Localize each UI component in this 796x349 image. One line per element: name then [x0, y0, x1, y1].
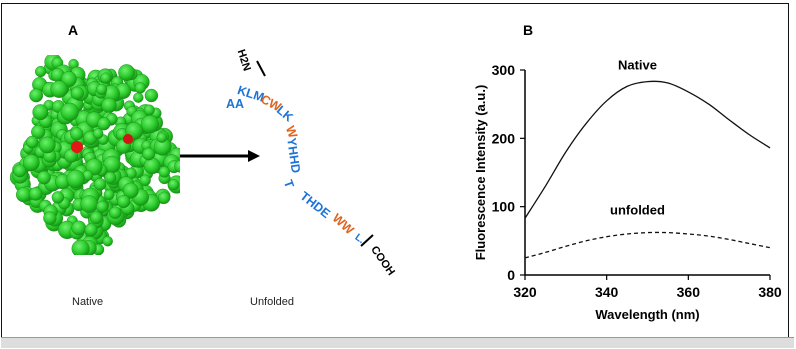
- bottom-divider: [1, 337, 794, 348]
- x-tick-label: 320: [513, 284, 537, 300]
- protein-atom: [92, 128, 104, 139]
- protein-atom: [37, 170, 51, 185]
- protein-atom: [32, 104, 49, 121]
- protein-atom: [100, 72, 112, 84]
- protein-atom: [144, 88, 159, 103]
- protein-atom: [13, 164, 27, 178]
- protein-atom: [71, 220, 87, 236]
- y-tick-label: 300: [492, 62, 516, 78]
- protein-atom: [15, 187, 32, 203]
- unfolding-arrow: [180, 150, 260, 162]
- native-caption: Native: [72, 296, 104, 308]
- y-tick-label: 200: [492, 130, 516, 146]
- protein-atom: [142, 147, 156, 161]
- series-line-unfolded: [524, 231, 771, 259]
- n-terminus-bond: [256, 60, 266, 77]
- x-axis-title: Wavelength (nm): [595, 307, 699, 322]
- protein-atom: [95, 83, 108, 96]
- protein-atom: [156, 132, 168, 143]
- native-protein-structure: [10, 55, 180, 255]
- y-axis-title: Fluorescence Intensity (a.u.): [473, 85, 488, 261]
- protein-atom: [140, 115, 159, 134]
- sequence-aa: AA: [226, 97, 245, 111]
- y-tick-label: 100: [492, 199, 516, 215]
- protein-atom: [97, 117, 111, 131]
- protein-atom: [116, 194, 131, 209]
- protein-atom: [134, 82, 146, 94]
- protein-atom: [28, 187, 43, 201]
- protein-atom: [174, 159, 180, 173]
- protein-atom: [38, 136, 56, 154]
- protein-atom: [71, 239, 90, 255]
- series-label-native: Native: [618, 58, 657, 73]
- c-terminus-bond: [360, 234, 374, 247]
- protein-atom: [84, 223, 98, 237]
- protein-atom: [29, 88, 44, 103]
- protein-atom: [143, 157, 161, 175]
- protein-atom: [43, 211, 57, 225]
- protein-atom: [157, 191, 171, 205]
- protein-atom: [167, 178, 180, 191]
- protein-atom: [101, 97, 117, 113]
- fluorescence-chart: 0 100 200 300 320 340 360 380 Wavelength (nm) Flu…: [473, 58, 782, 322]
- protein-atom: [60, 102, 79, 121]
- series-label-unfolded: unfolded: [610, 203, 665, 218]
- protein-atom: [103, 189, 115, 201]
- y-tick-label: 0: [507, 267, 515, 283]
- protein-atom: [70, 127, 84, 141]
- protein-atom: [31, 124, 46, 140]
- protein-atom: [93, 178, 107, 191]
- protein-atom: [96, 200, 109, 213]
- protein-atom: [143, 104, 155, 116]
- protein-atom: [104, 171, 117, 184]
- tryptophan-residue-1: [71, 141, 83, 153]
- protein-atom: [122, 182, 139, 199]
- panel-b-label: B: [523, 22, 534, 38]
- panel-a-label: A: [68, 22, 79, 38]
- protein-atom: [102, 235, 113, 247]
- protein-atom: [66, 169, 85, 189]
- protein-atom: [108, 206, 122, 220]
- protein-atom: [51, 191, 65, 204]
- x-tick-label: 380: [758, 284, 782, 300]
- tryptophan-residue-2: [123, 134, 133, 144]
- unfolded-caption: Unfolded: [250, 296, 295, 308]
- protein-atom: [25, 135, 39, 149]
- protein-atom: [70, 86, 84, 100]
- protein-atom: [35, 66, 47, 78]
- x-tick-label: 360: [677, 284, 701, 300]
- protein-atom: [118, 64, 136, 82]
- protein-atom: [139, 174, 151, 187]
- protein-atom: [89, 211, 103, 225]
- x-tick-label: 340: [595, 284, 619, 300]
- protein-atom: [80, 195, 98, 213]
- protein-atom: [22, 154, 40, 172]
- series-line-native: [524, 80, 771, 219]
- protein-atom: [133, 92, 144, 103]
- protein-atom: [158, 166, 171, 178]
- protein-atom: [50, 80, 68, 98]
